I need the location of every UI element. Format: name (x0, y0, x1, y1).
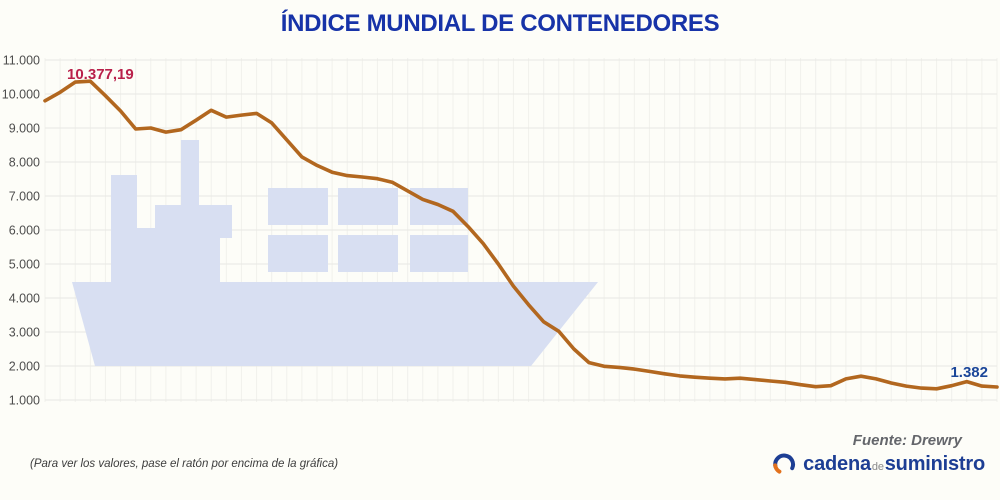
svg-text:1.000: 1.000 (9, 394, 40, 408)
page-title: ÍNDICE MUNDIAL DE CONTENEDORES (280, 10, 720, 37)
cadena-de-suministro-logo[interactable]: cadenadesuministro (772, 452, 985, 476)
svg-text:8.000: 8.000 (9, 156, 40, 170)
peak-value-label: 10.377,19 (67, 66, 134, 83)
svg-text:3.000: 3.000 (9, 326, 40, 340)
svg-text:2.000: 2.000 (9, 360, 40, 374)
svg-text:11.000: 11.000 (3, 54, 40, 68)
source-label: Fuente: Drewry (852, 432, 962, 449)
last-value-label: 1.382 (950, 364, 988, 381)
line-chart[interactable]: 11.000 10.000 9.000 8.000 7.000 6.000 5.000 4.0… (0, 0, 1000, 440)
logo-wordmark: cadenadesuministro (803, 452, 985, 475)
svg-text:9.000: 9.000 (9, 122, 40, 136)
svg-text:7.000: 7.000 (9, 190, 40, 204)
hover-instructions-note: (Para ver los valores, pase el ratón por… (30, 458, 339, 470)
container-ship-watermark-icon (72, 140, 598, 366)
index-line-series (43, 79, 999, 391)
svg-text:6.000: 6.000 (9, 224, 40, 238)
cadena-logo-icon (773, 453, 796, 474)
svg-text:4.000: 4.000 (9, 292, 40, 306)
svg-text:5.000: 5.000 (9, 258, 40, 272)
svg-text:10.000: 10.000 (2, 88, 40, 102)
y-axis-tick-labels: 11.000 10.000 9.000 8.000 7.000 6.000 5.000 4.0… (2, 54, 40, 408)
